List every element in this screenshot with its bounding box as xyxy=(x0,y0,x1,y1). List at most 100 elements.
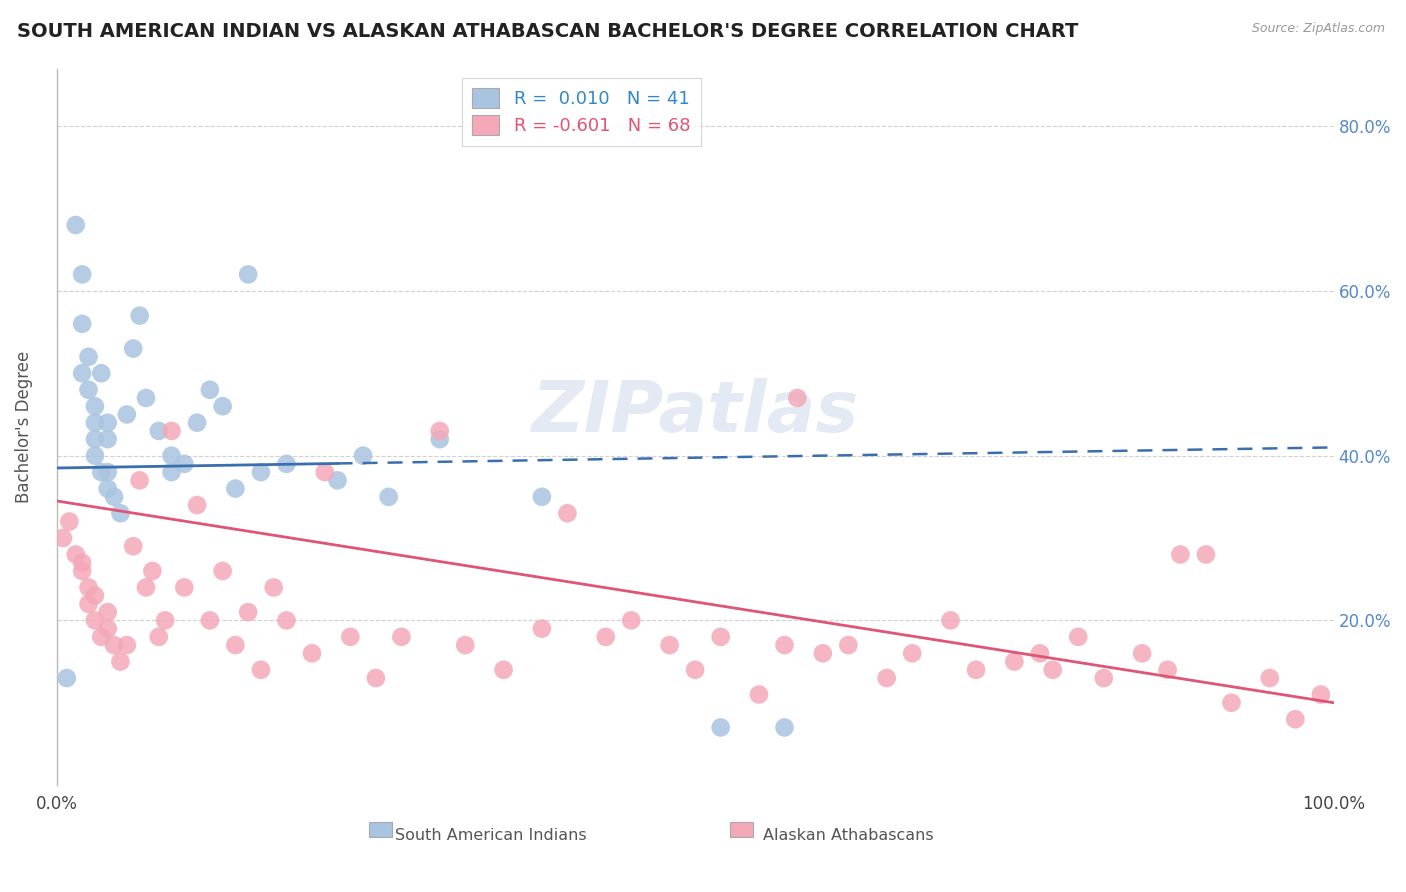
Point xyxy=(1284,712,1306,726)
Point xyxy=(454,638,477,652)
Point xyxy=(492,663,515,677)
Point xyxy=(238,605,260,619)
Point xyxy=(103,638,125,652)
FancyBboxPatch shape xyxy=(730,822,752,838)
FancyBboxPatch shape xyxy=(370,822,392,838)
Text: Source: ZipAtlas.com: Source: ZipAtlas.com xyxy=(1251,22,1385,36)
Point xyxy=(314,465,336,479)
Point xyxy=(77,597,100,611)
Point xyxy=(837,638,859,652)
Point xyxy=(160,449,183,463)
Point xyxy=(97,622,120,636)
Point xyxy=(224,482,246,496)
Point xyxy=(122,342,145,356)
Point xyxy=(77,383,100,397)
Point xyxy=(748,688,770,702)
Point xyxy=(65,548,87,562)
Point xyxy=(84,449,107,463)
Point xyxy=(56,671,79,685)
Point xyxy=(160,465,183,479)
Point xyxy=(1156,663,1178,677)
Y-axis label: Bachelor's Degree: Bachelor's Degree xyxy=(15,351,32,503)
Point xyxy=(530,490,553,504)
Point xyxy=(786,391,808,405)
Point xyxy=(52,531,75,545)
Point xyxy=(97,482,120,496)
Point xyxy=(965,663,987,677)
Point xyxy=(1220,696,1243,710)
Point xyxy=(276,457,298,471)
Point xyxy=(70,317,93,331)
Point xyxy=(352,449,374,463)
Point xyxy=(122,539,145,553)
Point xyxy=(211,399,233,413)
Point xyxy=(58,515,80,529)
Point xyxy=(90,465,112,479)
Point xyxy=(84,399,107,413)
Text: Alaskan Athabascans: Alaskan Athabascans xyxy=(763,828,934,843)
Point xyxy=(84,589,107,603)
Point xyxy=(326,474,349,488)
Text: ZIPatlas: ZIPatlas xyxy=(531,378,859,447)
Point xyxy=(65,218,87,232)
Point xyxy=(148,630,170,644)
Point xyxy=(84,613,107,627)
Point xyxy=(557,506,579,520)
Point xyxy=(90,630,112,644)
Point xyxy=(389,630,412,644)
Point xyxy=(77,350,100,364)
Point xyxy=(173,457,195,471)
Point xyxy=(115,408,138,422)
Point xyxy=(1195,548,1218,562)
Point xyxy=(128,309,150,323)
Point xyxy=(301,646,323,660)
Point xyxy=(70,366,93,380)
Point xyxy=(595,630,617,644)
Point xyxy=(238,268,260,282)
Point xyxy=(141,564,163,578)
Point xyxy=(250,663,273,677)
Point xyxy=(901,646,924,660)
Point xyxy=(1170,548,1192,562)
Point xyxy=(115,638,138,652)
Point xyxy=(773,721,796,735)
Point xyxy=(429,424,451,438)
Point xyxy=(110,655,132,669)
Point xyxy=(84,432,107,446)
Point xyxy=(276,613,298,627)
Point xyxy=(710,630,733,644)
Point xyxy=(128,474,150,488)
Text: SOUTH AMERICAN INDIAN VS ALASKAN ATHABASCAN BACHELOR'S DEGREE CORRELATION CHART: SOUTH AMERICAN INDIAN VS ALASKAN ATHABAS… xyxy=(17,22,1078,41)
Point xyxy=(97,432,120,446)
Legend: R =  0.010   N = 41, R = -0.601   N = 68: R = 0.010 N = 41, R = -0.601 N = 68 xyxy=(461,78,702,146)
Point xyxy=(211,564,233,578)
Point xyxy=(97,416,120,430)
Point xyxy=(773,638,796,652)
Point xyxy=(84,416,107,430)
Text: South American Indians: South American Indians xyxy=(395,828,586,843)
Point xyxy=(70,564,93,578)
Point xyxy=(620,613,643,627)
Point xyxy=(1092,671,1115,685)
Point xyxy=(710,721,733,735)
Point xyxy=(186,416,208,430)
Point xyxy=(135,391,157,405)
Point xyxy=(530,622,553,636)
Point xyxy=(70,268,93,282)
Point xyxy=(103,490,125,504)
Point xyxy=(1130,646,1153,660)
Point xyxy=(153,613,176,627)
Point xyxy=(77,581,100,595)
Point xyxy=(173,581,195,595)
Point xyxy=(97,465,120,479)
Point xyxy=(1309,688,1331,702)
Point xyxy=(683,663,706,677)
Point xyxy=(198,383,221,397)
Point xyxy=(97,605,120,619)
Point xyxy=(135,581,157,595)
Point xyxy=(110,506,132,520)
Point xyxy=(939,613,962,627)
Point xyxy=(1258,671,1281,685)
Point xyxy=(811,646,834,660)
Point xyxy=(1067,630,1090,644)
